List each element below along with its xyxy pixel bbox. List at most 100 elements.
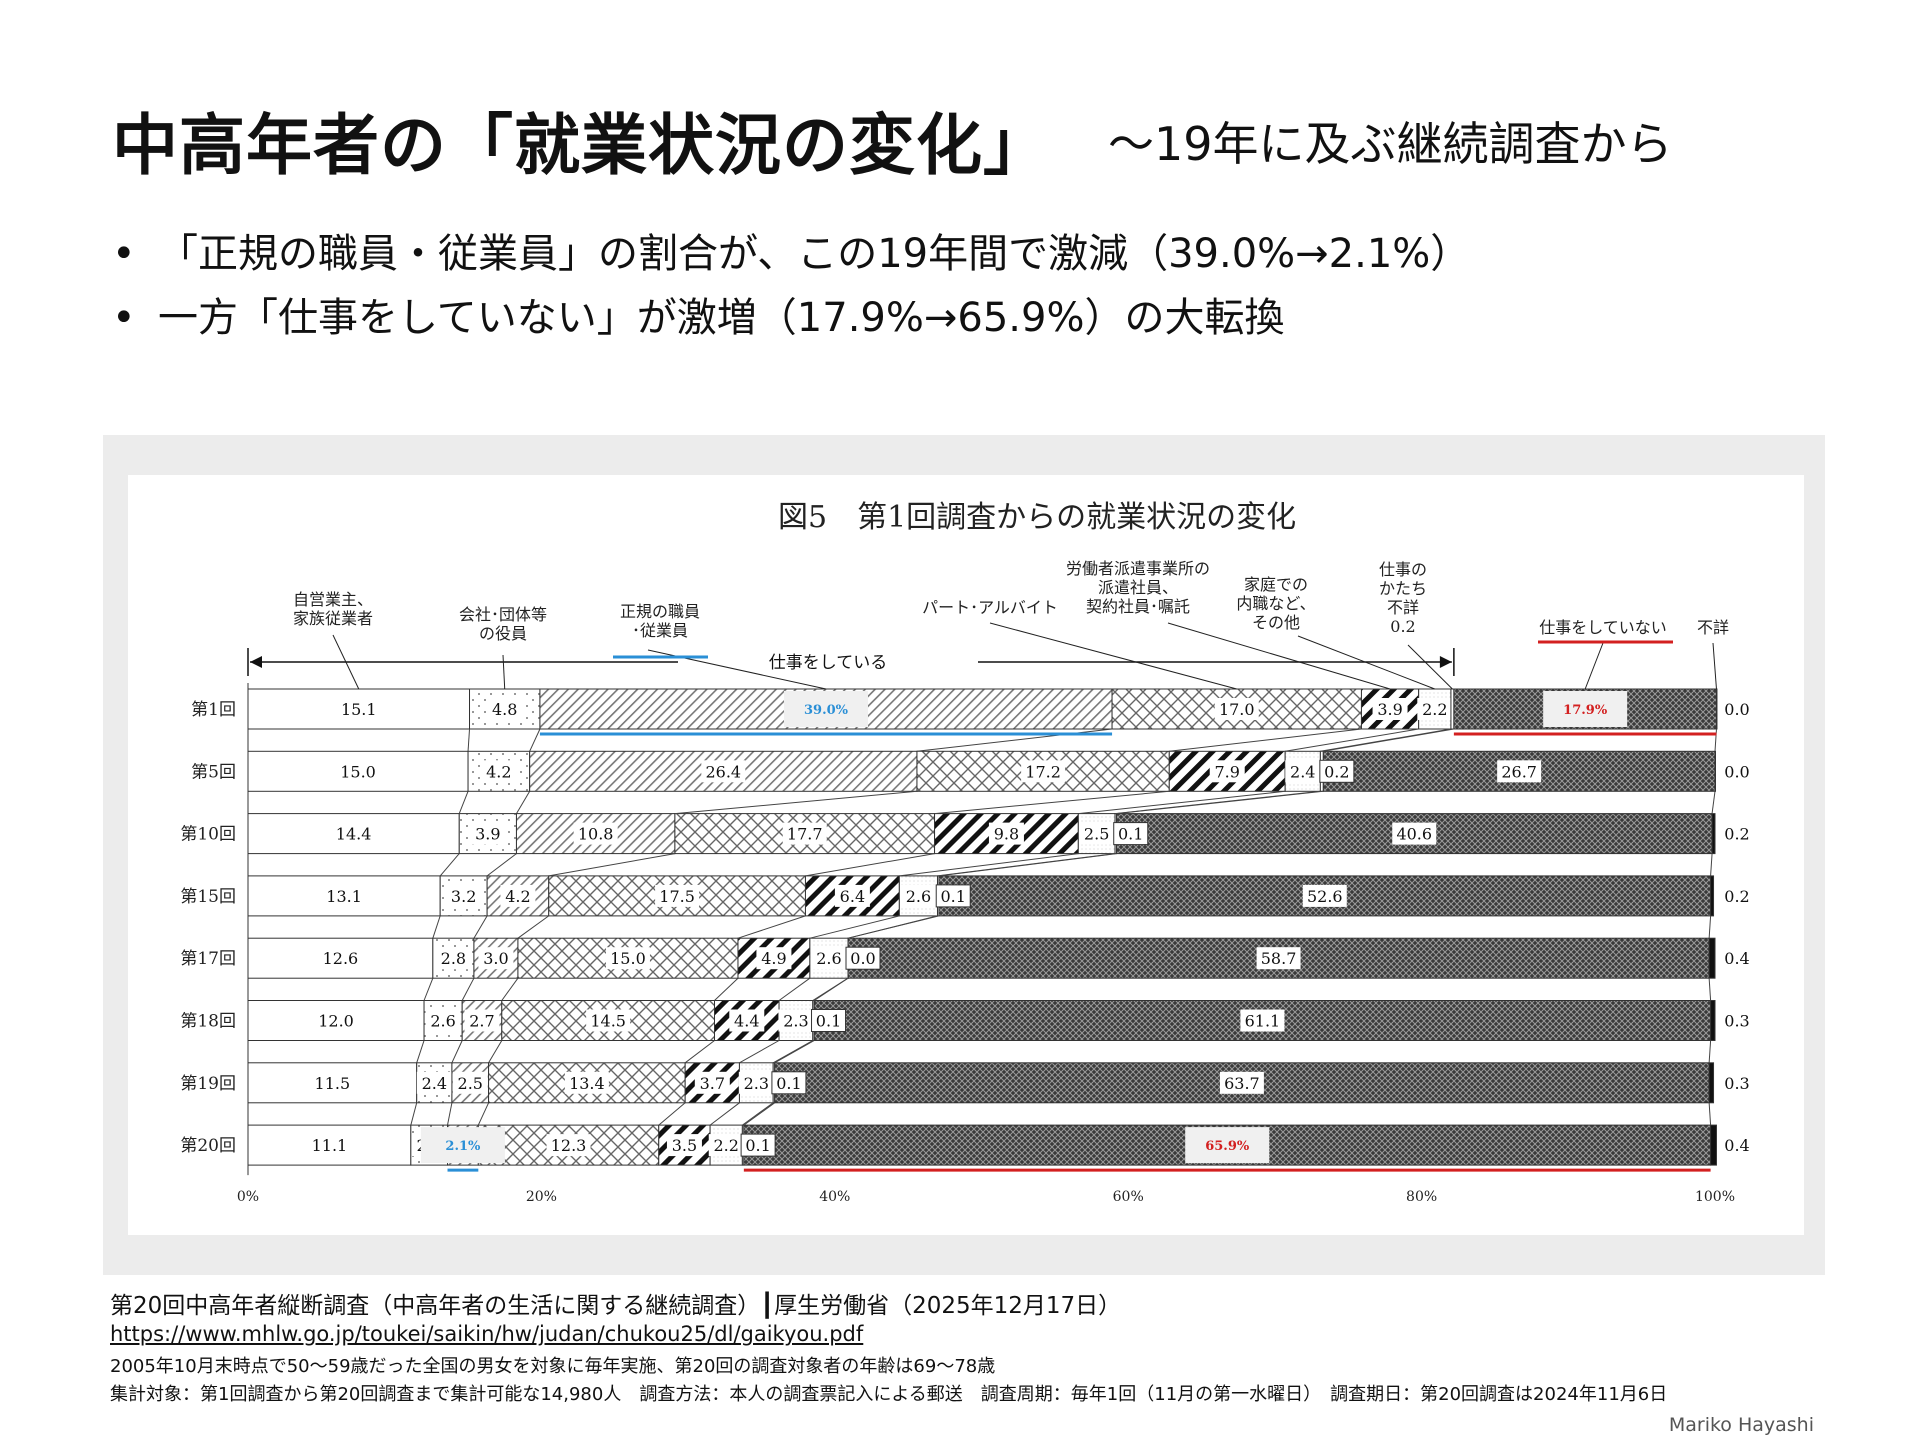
- chart-title: 図5 第1回調査からの就業状況の変化: [778, 500, 1296, 535]
- data-label: 14.5: [590, 1012, 626, 1031]
- data-label-bg: [729, 1009, 765, 1032]
- data-label-bg: [481, 760, 517, 783]
- highlight-label-bg: [420, 1127, 505, 1164]
- data-label: 12.6: [323, 949, 359, 968]
- connector-line: [1078, 790, 1286, 815]
- data-label-bg: [464, 1009, 500, 1032]
- bar-segment: [714, 1000, 780, 1041]
- data-label-bg: [336, 760, 381, 783]
- data-label-bg: [811, 947, 847, 970]
- legend-label: 家族従業者: [293, 609, 373, 628]
- data-label-bg: [756, 947, 792, 970]
- connector-line: [473, 915, 488, 939]
- data-label-bg: [740, 1133, 776, 1157]
- data-label: 0.4: [1724, 1136, 1749, 1155]
- data-label: 9.8: [994, 825, 1019, 844]
- data-label: 11.5: [315, 1074, 351, 1093]
- data-label-bg: [811, 1009, 847, 1032]
- connector-line: [467, 728, 471, 752]
- legend-leader-line: [1712, 642, 1717, 690]
- employment-chart: 図5 第1回調査からの就業状況の変化 第1回 15.1 4.8 17.0 3.9 2.2 0…: [180, 500, 1749, 1205]
- legend-label: 不詳: [1697, 618, 1729, 637]
- data-label: 2.6: [430, 1012, 455, 1031]
- connector-line: [1708, 1102, 1712, 1126]
- data-label: 0.0: [850, 949, 875, 968]
- category-label: 第15回: [180, 887, 236, 907]
- bar-segment: [1708, 1062, 1715, 1104]
- data-label: 0.0: [1724, 762, 1749, 781]
- data-label: 0.1: [745, 1136, 770, 1155]
- bar-segment: [737, 937, 811, 979]
- data-label-bg: [322, 884, 367, 907]
- author-credit: Mariko Hayashi: [1668, 1414, 1814, 1436]
- data-label-bg: [331, 822, 376, 845]
- connector-line: [743, 1102, 775, 1126]
- connector-line: [714, 977, 739, 1001]
- data-label-bg: [701, 760, 746, 783]
- legend-label: 会社･団体等: [459, 605, 547, 624]
- legend-label: 契約社員･嘱託: [1086, 597, 1190, 616]
- connector-line: [916, 728, 1113, 752]
- data-label-bg: [666, 1134, 702, 1157]
- connector-line: [529, 728, 541, 752]
- highlight-label-bg: [783, 691, 868, 727]
- data-label-bg: [988, 822, 1024, 845]
- category-label: 第18回: [180, 1012, 236, 1032]
- legend-leader-line: [1407, 644, 1453, 690]
- data-label: 2.4: [1290, 762, 1315, 781]
- bar-segment: [1714, 750, 1716, 792]
- source-citation: 第20回中高年者縦断調査（中高年者の生活に関する継続調査）┃厚生労働省（2025…: [110, 1293, 1122, 1319]
- data-label: 6.4: [840, 887, 865, 906]
- data-label-bg: [425, 1009, 461, 1032]
- legend-label: パート･アルバイト: [922, 598, 1058, 617]
- data-label-bg: [1219, 1071, 1264, 1094]
- legend-leader-line: [1297, 635, 1435, 690]
- data-label: 10.8: [578, 825, 614, 844]
- data-label-bg: [935, 884, 971, 908]
- connector-line: [1711, 791, 1716, 814]
- data-label: 3.5: [672, 1136, 697, 1155]
- legend-leader-line: [989, 622, 1237, 690]
- highlight-label: 17.9%: [1563, 703, 1608, 718]
- data-label-bg: [655, 884, 700, 907]
- data-label: 3.2: [451, 887, 476, 906]
- data-label: 15.1: [341, 700, 377, 719]
- data-label: 2.6: [816, 949, 841, 968]
- data-label-bg: [1113, 822, 1149, 846]
- working-arrow-head: [1439, 656, 1452, 668]
- x-tick-label: 40%: [819, 1189, 850, 1205]
- data-label: 17.5: [659, 887, 695, 906]
- data-label: 2.7: [469, 1012, 494, 1031]
- source-link[interactable]: https://www.mhlw.go.jp/toukei/saikin/hw/…: [110, 1322, 864, 1346]
- data-label-bg: [586, 1009, 631, 1032]
- data-label: 0.3: [1724, 1074, 1749, 1093]
- data-label-bg: [782, 822, 827, 845]
- connector-line: [674, 790, 917, 815]
- data-label: 7.9: [1214, 762, 1239, 781]
- connector-line: [517, 915, 550, 939]
- data-label-bg: [771, 1071, 807, 1095]
- data-label: 63.7: [1224, 1074, 1260, 1093]
- data-label-bg: [694, 1071, 730, 1094]
- x-tick-label: 100%: [1695, 1189, 1735, 1205]
- connector-line: [1323, 728, 1454, 752]
- data-label: 0.1: [1118, 825, 1143, 844]
- data-label-bg: [1392, 822, 1437, 845]
- connector-line: [658, 1102, 686, 1126]
- data-label-bg: [1240, 1009, 1285, 1032]
- connector-line: [501, 977, 519, 1001]
- connector-line: [451, 1040, 463, 1064]
- connector-line: [1708, 1040, 1712, 1063]
- connector-line: [516, 791, 531, 814]
- data-label: 0.1: [940, 887, 965, 906]
- bar-segment: [1715, 688, 1718, 730]
- data-label: 4.8: [492, 700, 517, 719]
- x-tick-label: 60%: [1113, 1189, 1144, 1205]
- data-label-bg: [500, 884, 536, 907]
- data-label: 0.2: [1324, 762, 1349, 781]
- data-label: 0.4: [1724, 949, 1749, 968]
- data-label: 3.0: [483, 949, 508, 968]
- category-label: 第5回: [191, 762, 236, 782]
- bar-segment: [1710, 875, 1715, 917]
- legend-label: かたち: [1379, 579, 1427, 598]
